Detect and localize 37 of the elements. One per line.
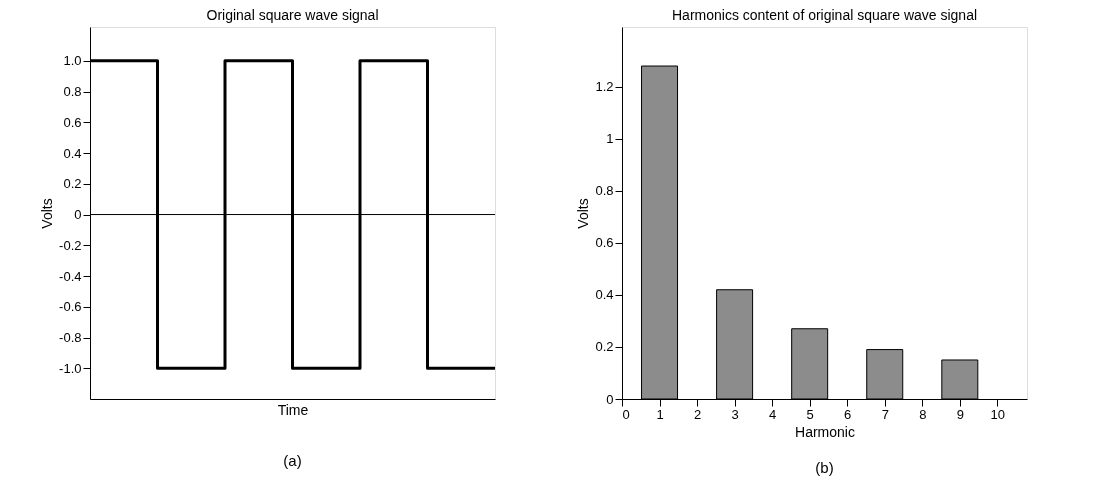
y-tick-label: 0 [606, 391, 614, 407]
y-tick-label: 1.0 [63, 53, 82, 69]
y-tick-label: 0 [74, 207, 82, 223]
text: (a) [283, 452, 302, 469]
x-tick-label: 10 [990, 406, 1006, 422]
x-tick-label: 1 [656, 406, 664, 422]
y-tick-label: 0.8 [63, 84, 82, 100]
x-tick-label: 5 [806, 406, 814, 422]
chart-title: Original square wave signal [206, 7, 379, 23]
y-tick-label: -0.8 [59, 330, 82, 346]
x-tick-label: 7 [881, 406, 889, 422]
y-tick-label: -1.0 [59, 360, 82, 376]
text: (b) [815, 459, 834, 476]
y-tick-label: 1 [606, 131, 614, 147]
y-tick-label: -0.2 [59, 237, 82, 253]
y-tick-label: 0.2 [595, 339, 614, 355]
y-tick-label: -0.4 [59, 268, 82, 284]
y-axis-title: Volts [575, 198, 592, 229]
y-tick-label: 0.4 [595, 287, 614, 303]
x-axis-title: Time [277, 401, 309, 418]
y-tick-label: 1.2 [595, 79, 614, 95]
x-tick-label: 9 [956, 406, 964, 422]
y-tick-label: -0.6 [59, 299, 82, 315]
y-tick-label: 0.6 [595, 235, 614, 251]
x-tick-label: 0 [622, 406, 630, 422]
x-tick-label: 4 [769, 406, 777, 422]
x-tick-label: 8 [919, 406, 927, 422]
y-axis-title: Volts [39, 198, 56, 229]
x-tick-label: 3 [731, 406, 739, 422]
x-tick-label: 6 [844, 406, 852, 422]
x-axis-title: Harmonic [795, 423, 855, 440]
y-tick-label: 0.6 [63, 114, 82, 130]
chart-title: Harmonics content of original square wave signal [671, 7, 978, 23]
y-tick-label: 0.2 [63, 176, 82, 192]
x-tick-label: 2 [693, 406, 702, 422]
y-tick-label: 0.4 [63, 145, 82, 161]
y-tick-label: 0.8 [595, 183, 614, 199]
